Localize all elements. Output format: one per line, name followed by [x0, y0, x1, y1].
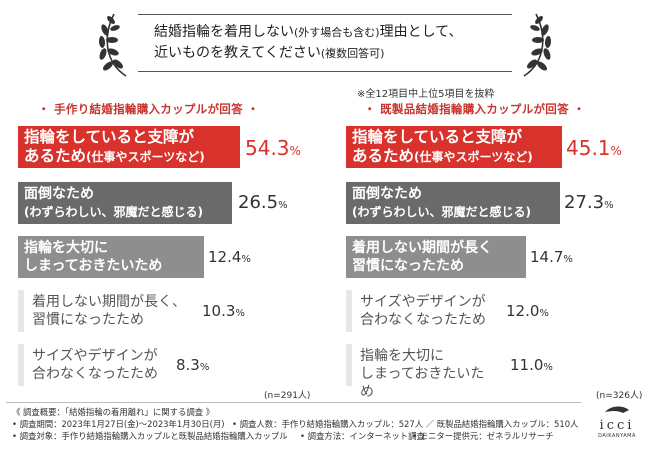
value-left-3: 12.4% [208, 248, 251, 266]
value-right-2-pct: % [604, 200, 614, 211]
bar-left-4: 着用しない期間が長く、 習慣になったため [18, 290, 196, 332]
brand-name: icci [599, 418, 635, 433]
value-right-1-pct: % [610, 144, 622, 158]
bar-left-4-line2: 習慣になったため [32, 312, 144, 328]
value-right-3: 14.7% [530, 248, 573, 266]
bar-left-1-line1: 指輪をしていると支障が [24, 128, 195, 146]
bar-left-1-sub: (仕事やスポーツなど) [86, 150, 205, 164]
value-right-3-num: 14.7 [530, 248, 564, 266]
value-right-1-num: 45.1 [566, 136, 611, 160]
bar-left-2-line1: 面倒なため [24, 186, 94, 202]
bar-left-3-line2: しまっておきたいため [24, 258, 163, 274]
bar-right-1-line2: あるため [352, 147, 415, 165]
bar-right-3-line1: 着用しない期間が長く [352, 240, 492, 256]
value-left-5-num: 8.3 [176, 356, 200, 374]
bar-right-5-line2: しまっておきたいため [360, 366, 485, 400]
bar-right-1-line1: 指輪をしていると支障が [352, 128, 523, 146]
value-right-5-pct: % [543, 362, 553, 373]
left-column-header: ・ 手作り結婚指輪購入カップルが回答 ・ [38, 102, 260, 116]
value-right-4-pct: % [539, 308, 549, 319]
value-right-2: 27.3% [564, 192, 614, 213]
bar-left-4-line1: 着用しない期間が長く、 [32, 294, 186, 310]
value-left-2-num: 26.5 [238, 192, 279, 213]
value-left-2: 26.5% [238, 192, 288, 213]
bar-right-4-line1: サイズやデザインが [360, 294, 486, 310]
title-line1-small: (外す場合も含む) [294, 26, 380, 39]
chart-title: 結婚指輪を着用しない(外す場合も含む)理由として、 近いものを教えてください(複… [138, 14, 512, 72]
laurel-left-icon [98, 13, 127, 77]
excerpt-note: ※全12項目中上位5項目を抜粋 [357, 89, 495, 100]
value-left-5-pct: % [199, 362, 210, 373]
bar-right-2-sub: (わずらわしい、邪魔だと感じる) [352, 205, 531, 219]
value-left-4: 10.3% [202, 302, 245, 320]
title-line2-main: 近いものを教えてください [154, 45, 321, 61]
footer-period: • 調査期間：2023年1月27日(金)～2023年1月30日(月) [12, 419, 225, 429]
value-left-1-num: 54.3 [245, 136, 290, 160]
value-left-4-pct: % [235, 308, 245, 319]
title-line1-end: 理由として、 [379, 24, 463, 40]
value-right-4: 12.0% [506, 302, 549, 320]
bar-left-3-line1: 指輪を大切に [24, 240, 108, 256]
footer-respondents: • 調査人数：手作り結婚指輪購入カップル：527人 ／ 既製品結婚指輪購入カップ… [232, 419, 579, 429]
brand-logo: icci DAIKANYAMA [596, 400, 638, 440]
bar-right-5: 指輪を大切に しまっておきたいため [346, 344, 504, 400]
brand-sub: DAIKANYAMA [598, 433, 636, 439]
value-left-4-num: 10.3 [202, 302, 236, 320]
bar-left-5: サイズやデザインが 合わなくなったため [18, 344, 170, 386]
value-left-1-pct: % [289, 144, 301, 158]
bar-right-1-sub: (仕事やスポーツなど) [414, 150, 533, 164]
title-line1-main: 結婚指輪を着用しない [154, 24, 294, 40]
bar-left-5-line2: 合わなくなったため [32, 366, 158, 382]
bar-left-1: 指輪をしていると支障が あるため(仕事やスポーツなど) [18, 126, 240, 168]
footer-survey-title: 《 調査概要：「結婚指輪の着用離れ」に関する調査 》 [12, 407, 215, 417]
bar-right-3-line2: 習慣になったため [352, 258, 464, 274]
bar-left-1-line2: あるため [24, 147, 87, 165]
bar-right-4-line2: 合わなくなったため [360, 312, 486, 328]
ring-mark-icon [605, 406, 629, 413]
footer-divider [6, 402, 581, 403]
bar-right-5-line1: 指輪を大切に [360, 348, 444, 364]
value-right-1: 45.1% [566, 136, 622, 160]
value-right-3-pct: % [563, 254, 573, 265]
value-right-2-num: 27.3 [564, 192, 605, 213]
value-right-5: 11.0% [510, 356, 553, 374]
value-left-3-num: 12.4 [208, 248, 242, 266]
value-left-2-pct: % [278, 200, 288, 211]
bar-left-5-line1: サイズやデザインが [32, 348, 158, 364]
bar-left-3: 指輪を大切に しまっておきたいため [18, 236, 204, 278]
value-left-5: 8.3% [176, 356, 209, 374]
footer-monitor: • モニター提供元：ゼネラルリサーチ [412, 431, 554, 441]
value-right-4-num: 12.0 [506, 302, 540, 320]
value-left-3-pct: % [241, 254, 251, 265]
value-left-1: 54.3% [245, 136, 301, 160]
bar-right-4: サイズやデザインが 合わなくなったため [346, 290, 500, 332]
title-line2-small: (複数回答可) [320, 47, 385, 60]
footer-method: • 調査方法：インターネット調査 [300, 431, 425, 441]
n-label-left: (n=291人) [264, 391, 311, 401]
bar-right-1: 指輪をしていると支障が あるため(仕事やスポーツなど) [346, 126, 562, 168]
right-column-header: ・ 既製品結婚指輪購入カップルが回答 ・ [364, 102, 586, 116]
bar-right-2-line1: 面倒なため [352, 186, 422, 202]
bar-left-2-sub: (わずらわしい、邪魔だと感じる) [24, 205, 203, 219]
laurel-right-icon [523, 13, 552, 77]
bar-right-2: 面倒なため (わずらわしい、邪魔だと感じる) [346, 182, 560, 224]
value-right-5-num: 11.0 [510, 356, 544, 374]
bar-right-3: 着用しない期間が長く 習慣になったため [346, 236, 526, 278]
footer-target: • 調査対象：手作り結婚指輪購入カップルと既製品結婚指輪購入カップル [12, 431, 288, 441]
bar-left-2: 面倒なため (わずらわしい、邪魔だと感じる) [18, 182, 232, 224]
n-label-right: (n=326人) [596, 391, 643, 401]
